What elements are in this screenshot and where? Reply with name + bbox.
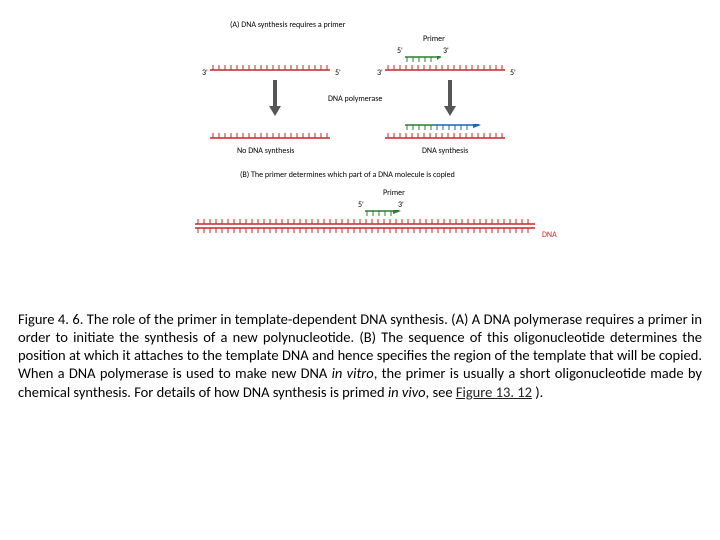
five-prime-b: 5' bbox=[358, 200, 364, 210]
long-top-strand bbox=[195, 216, 535, 226]
strand-svg bbox=[385, 130, 505, 140]
long-bottom-strand bbox=[195, 226, 535, 236]
caption-body4: ). bbox=[532, 383, 543, 401]
panel-b-title: (B) The primer determines which part of … bbox=[240, 170, 455, 180]
template-right-a bbox=[385, 62, 505, 72]
three-prime-a: 3' bbox=[443, 46, 449, 56]
three-prime-right-a: 3' bbox=[377, 68, 383, 78]
diagram-area: (A) DNA synthesis requires a primer Prim… bbox=[200, 20, 560, 280]
three-prime-left-a: 3' bbox=[202, 68, 208, 78]
caption-body3: , see bbox=[426, 383, 456, 401]
template-left-b bbox=[210, 130, 330, 140]
figure-link[interactable]: Figure 13. 12 bbox=[456, 383, 532, 401]
strand-svg bbox=[210, 62, 330, 72]
strand-svg bbox=[210, 130, 330, 140]
five-prime-a: 5' bbox=[397, 46, 403, 56]
strand-svg-long bbox=[195, 216, 535, 226]
figure-caption: Figure 4. 6. The role of the primer in t… bbox=[18, 310, 702, 401]
caption-invitro: in vitro bbox=[332, 364, 374, 382]
caption-lead: Figure 4. 6. bbox=[18, 310, 87, 328]
primer-label-b: Primer bbox=[383, 188, 405, 198]
no-synthesis-label: No DNA synthesis bbox=[237, 146, 294, 156]
arrow-down-left bbox=[265, 80, 285, 121]
polymerase-label: DNA polymerase bbox=[328, 94, 382, 104]
strand-svg-long-flip bbox=[195, 226, 535, 236]
five-prime-left-a: 5' bbox=[335, 68, 341, 78]
five-prime-right-a: 5' bbox=[510, 68, 516, 78]
arrow-down-right bbox=[440, 80, 460, 121]
strand-svg bbox=[385, 62, 505, 72]
primer-label: Primer bbox=[423, 34, 445, 44]
caption-invivo: in vivo bbox=[388, 383, 426, 401]
panel-a-title: (A) DNA synthesis requires a primer bbox=[230, 20, 345, 30]
template-right-b bbox=[385, 130, 505, 140]
template-left-a bbox=[210, 62, 330, 72]
dna-label: DNA bbox=[542, 230, 557, 240]
page: (A) DNA synthesis requires a primer Prim… bbox=[0, 0, 720, 540]
synthesis-label: DNA synthesis bbox=[422, 146, 468, 156]
three-prime-b: 3' bbox=[398, 200, 404, 210]
